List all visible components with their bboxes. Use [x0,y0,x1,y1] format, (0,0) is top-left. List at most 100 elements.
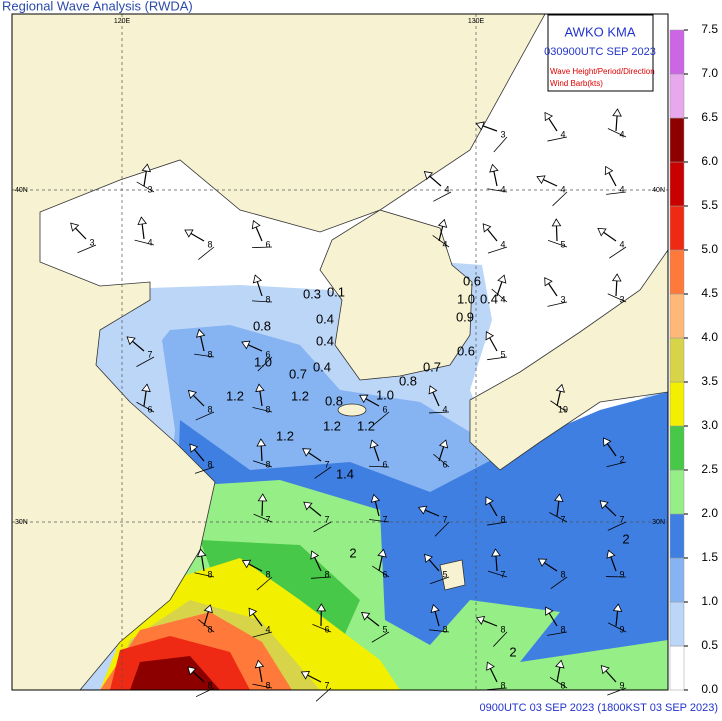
period-label: 4 [619,239,624,249]
period-label: 8 [324,569,329,579]
colorbar-label: 6.0 [701,154,718,168]
period-label: 8 [500,514,505,524]
colorbar-label: 3.0 [701,418,718,432]
period-label: 8 [207,239,212,249]
period-label: 3 [89,237,94,247]
period-label: 9 [619,680,624,690]
colorbar-box [670,162,684,206]
period-label: 6 [382,459,387,469]
period-label: 6 [265,239,270,249]
period-label: 8 [207,569,212,579]
info-line: AWKO KMA [564,24,635,39]
period-label: 8 [207,459,212,469]
period-label: 8 [207,624,212,634]
period-label: 7 [560,514,565,524]
contour-label: 0.6 [457,343,475,358]
colorbar-label: 0.5 [701,638,718,652]
period-label: 6 [324,624,329,634]
period-label: 4 [442,404,447,414]
lat-label: 30N [15,519,28,526]
contour-label: 0.4 [316,333,334,348]
period-label: 2 [619,454,624,464]
colorbar-label: 7.5 [701,22,718,36]
period-label: 4 [500,184,505,194]
colorbar-box [670,338,684,382]
period-label: 8 [442,624,447,634]
contour-label: 0.6 [463,273,481,288]
contour-label: 2 [622,531,629,546]
contour-label: 1.4 [336,466,354,481]
colorbar-box [670,558,684,602]
colorbar-box [670,74,684,118]
period-label: 8 [265,459,270,469]
contour-label: 0.7 [423,359,441,374]
period-label: 7 [147,349,152,359]
contour-label: 0.8 [253,318,271,333]
info-line: Wind Barb(kts) [550,79,603,88]
period-label: 8 [207,680,212,690]
period-label: 3 [560,294,565,304]
period-label: 8 [207,349,212,359]
lat-label: 30N [652,519,665,526]
period-label: 3 [147,184,152,194]
colorbar-label: 2.5 [701,462,718,476]
contour-label: 1.0 [457,291,475,306]
period-label: 8 [500,624,505,634]
colorbar-box [670,30,684,74]
colorbar-box [670,118,684,162]
lon-label: 120E [114,18,131,25]
colorbar-box [670,602,684,646]
contour-label: 0.8 [399,373,417,388]
period-label: 6 [265,349,270,359]
contour-label: 0.1 [327,284,345,299]
period-label: 6 [147,404,152,414]
period-label: 7 [324,680,329,690]
period-label: 5 [560,239,565,249]
period-label: 4 [500,239,505,249]
colorbar-box [670,646,684,690]
colorbar-label: 4.0 [701,330,718,344]
period-label: 4 [265,624,270,634]
contour-label: 1.2 [291,388,309,403]
period-label: 8 [265,569,270,579]
colorbar-label: 4.5 [701,286,718,300]
period-label: 7 [382,514,387,524]
colorbar-label: 2.0 [701,506,718,520]
colorbar-label: 5.5 [701,198,718,212]
period-label: 4 [560,129,565,139]
period-label: 6 [382,569,387,579]
period-label: 19 [558,404,568,414]
colorbar-label: 3.5 [701,374,718,388]
contour-label: 0.4 [480,291,498,306]
period-label: 7 [324,514,329,524]
period-label: 7 [500,569,505,579]
period-label: 4 [444,184,449,194]
contour-label: 0.8 [325,393,343,408]
contour-label: 2 [509,644,516,659]
contour-label: 2 [349,545,356,560]
colorbar-label: 0.0 [701,682,718,696]
contour-label: 1.2 [276,428,294,443]
period-label: 8 [560,569,565,579]
period-label: 8 [560,624,565,634]
contour-label: 0.4 [313,359,331,374]
period-label: 3 [619,294,624,304]
period-label: 4 [619,129,624,139]
period-label: 8 [500,680,505,690]
colorbar-box [670,382,684,426]
title: Regional Wave Analysis (RWDA) [2,0,193,13]
colorbar-box [670,250,684,294]
contour-label: 0.4 [316,311,334,326]
colorbar-box [670,294,684,338]
colorbar-box [670,514,684,558]
colorbar-box [670,470,684,514]
colorbar-label: 6.5 [701,110,718,124]
period-label: 6 [382,404,387,414]
period-label: 8 [265,294,270,304]
lat-label: 40N [15,187,28,194]
contour-label: 0.7 [289,366,307,381]
contour-label: 1.0 [376,387,394,402]
contour-label: 1.2 [357,418,375,433]
period-label: 5 [500,349,505,359]
